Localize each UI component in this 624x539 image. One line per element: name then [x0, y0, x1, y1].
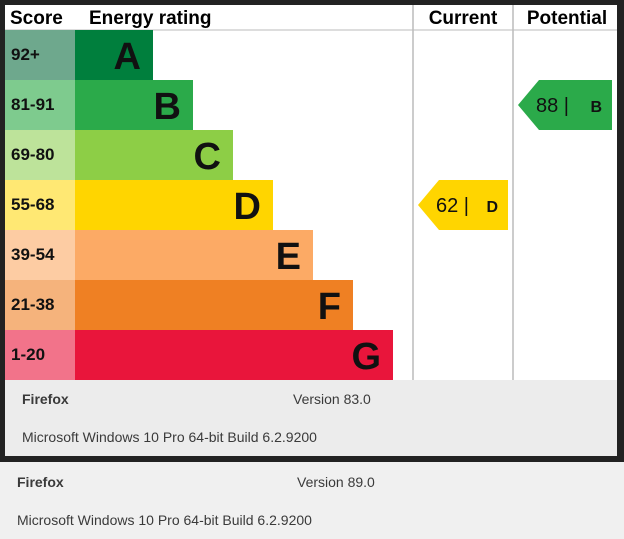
- rating-markers: 62 | D 88 | B: [418, 80, 612, 230]
- operating-system: Microsoft Windows 10 Pro 64-bit Build 6.…: [17, 512, 312, 528]
- header-current: Current: [429, 8, 498, 29]
- browser-name: Firefox: [17, 474, 64, 490]
- browser-info-box: Firefox Version 89.0 Microsoft Windows 1…: [0, 462, 624, 539]
- band-bar: [75, 180, 273, 230]
- band-e: 39-54 E: [5, 230, 313, 280]
- band-g: 1-20 G: [5, 330, 393, 380]
- current-rating-marker-letter: D: [486, 199, 498, 216]
- band-score-cell: [5, 180, 75, 230]
- band-bar: [75, 230, 313, 280]
- potential-rating-marker: 88 | B: [518, 80, 612, 130]
- band-f: 21-38 F: [5, 280, 353, 330]
- browser-version: Version 89.0: [297, 474, 375, 490]
- band-score-label: 69-80: [11, 145, 54, 164]
- band-score-cell: [5, 30, 75, 80]
- band-bar: [75, 130, 233, 180]
- epc-chart: Score Energy rating Current Potential 92…: [5, 5, 617, 380]
- epc-chart-frame: Score Energy rating Current Potential 92…: [0, 0, 624, 462]
- band-letter: D: [234, 186, 261, 228]
- current-rating-marker: 62 | D: [418, 180, 508, 230]
- band-bar: [75, 330, 393, 380]
- band-score-cell: [5, 80, 75, 130]
- band-score-cell: [5, 130, 75, 180]
- band-score-cell: [5, 330, 75, 380]
- band-letter: C: [194, 136, 221, 178]
- band-score-label: 55-68: [11, 195, 54, 214]
- band-letter: A: [114, 36, 141, 78]
- band-letter: E: [276, 236, 301, 278]
- header-potential: Potential: [527, 8, 607, 29]
- band-score-label: 21-38: [11, 295, 54, 314]
- band-b: 81-91 B: [5, 80, 193, 130]
- potential-rating-marker-arrow: [518, 80, 612, 130]
- band-score-cell: [5, 230, 75, 280]
- band-a: 92+ A: [5, 30, 153, 80]
- header-score: Score: [10, 8, 63, 29]
- band-d: 55-68 D: [5, 180, 273, 230]
- band-c: 69-80 C: [5, 130, 233, 180]
- band-letter: F: [318, 286, 341, 328]
- band-score-label: 81-91: [11, 95, 54, 114]
- rating-bands: 92+ A 81-91 B 69-80 C 55-68 D 39-54 E 21-38 F 1-20 G: [5, 30, 393, 380]
- band-score-label: 92+: [11, 45, 40, 64]
- band-bar: [75, 30, 153, 80]
- band-score-label: 39-54: [11, 245, 55, 264]
- band-score-label: 1-20: [11, 345, 45, 364]
- band-letter: B: [154, 86, 181, 128]
- browser-info-box: Firefox Version 83.0 Microsoft Windows 1…: [5, 380, 617, 456]
- browser-version: Version 83.0: [293, 391, 371, 407]
- current-rating-marker-arrow: [418, 180, 508, 230]
- potential-rating-marker-letter: B: [590, 99, 602, 116]
- band-bar: [75, 80, 193, 130]
- operating-system: Microsoft Windows 10 Pro 64-bit Build 6.…: [22, 429, 317, 445]
- potential-rating-marker-value: 88 |: [536, 95, 569, 117]
- band-score-cell: [5, 280, 75, 330]
- band-letter: G: [351, 336, 381, 378]
- browser-name: Firefox: [22, 391, 69, 407]
- header-energy-rating: Energy rating: [89, 8, 211, 29]
- current-rating-marker-value: 62 |: [436, 195, 469, 217]
- band-bar: [75, 280, 353, 330]
